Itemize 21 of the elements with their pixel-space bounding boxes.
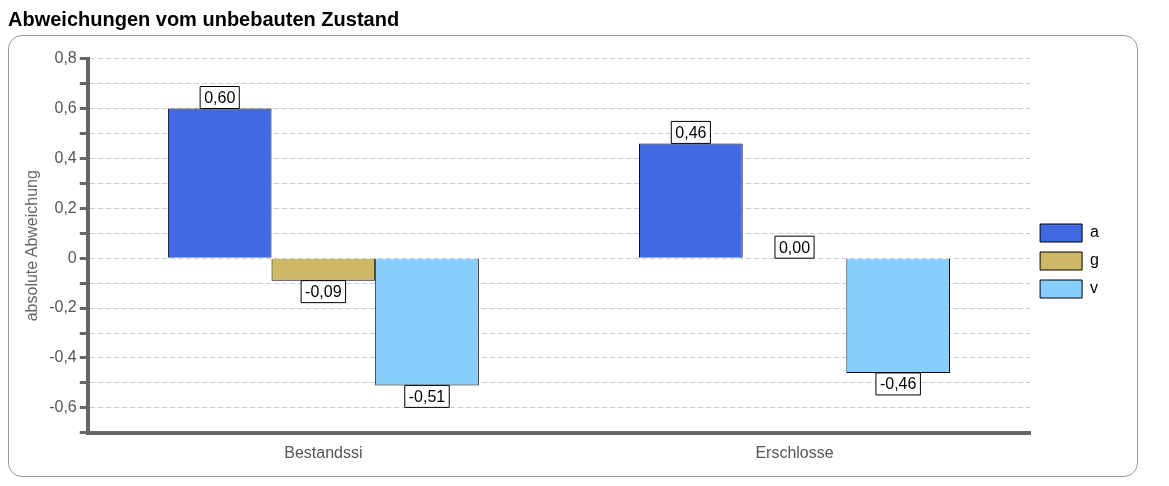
data-label: -0,51: [408, 387, 446, 405]
y-tick-label: 0,6: [54, 98, 77, 116]
y-tick-label: 0,8: [54, 49, 77, 67]
x-tick-label: Erschlosse: [755, 443, 834, 461]
data-label: -0,09: [305, 283, 342, 301]
legend-label: v: [1090, 279, 1099, 297]
y-tick-label: 0: [67, 248, 77, 266]
y-tick-label: -0,2: [49, 298, 77, 316]
data-label: 0,60: [204, 88, 236, 106]
y-tick-label: -0,6: [49, 398, 77, 416]
y-tick-label: 0,2: [54, 198, 77, 216]
chart-title: Abweichungen vom unbebauten Zustand: [8, 8, 401, 31]
legend-label: a: [1090, 223, 1100, 241]
y-tick-label: -0,4: [49, 348, 77, 366]
data-label: 0,46: [675, 123, 707, 141]
y-tick-label: 0,4: [54, 148, 77, 166]
data-label: -0,46: [879, 375, 917, 393]
x-tick-label: Bestandssi: [284, 443, 363, 461]
data-label: 0,00: [778, 238, 811, 256]
y-axis-title: absolute Abweichung: [23, 170, 41, 322]
legend-label: g: [1090, 251, 1100, 269]
